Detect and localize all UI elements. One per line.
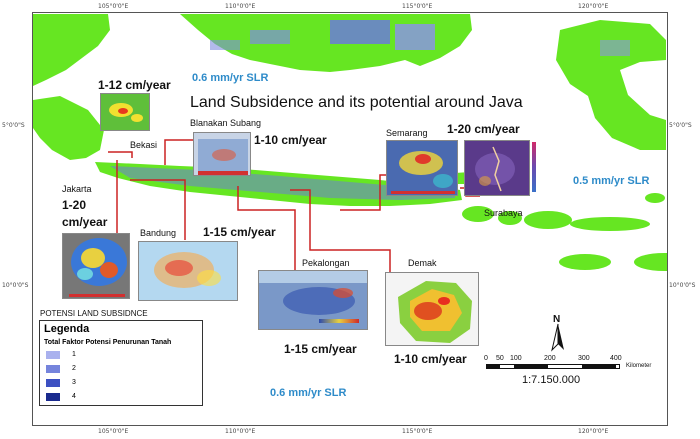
legend-heading: POTENSI LAND SUBSIDNCE <box>40 309 148 318</box>
scale-tick-100: 100 <box>510 355 522 362</box>
scale-tick-200: 200 <box>544 355 556 362</box>
bekasi-inset-map <box>100 93 150 131</box>
connector-pekalongan <box>237 186 296 270</box>
connector-bandung <box>130 179 186 240</box>
tick-right-1: 5°0'0"S <box>669 122 692 129</box>
sumatra-landmass <box>33 14 110 86</box>
tick-bottom-2: 110°0'0"E <box>225 428 256 435</box>
kalimantan-risk-4 <box>210 40 240 50</box>
map-title: Land Subsidence and its potential around… <box>190 94 523 111</box>
legend-title: Legenda <box>44 323 90 335</box>
legend-swatch-3 <box>46 379 60 387</box>
scale-tick-300: 300 <box>578 355 590 362</box>
kalimantan-risk-2 <box>395 24 435 50</box>
demak-rate: 1-10 cm/year <box>394 352 467 366</box>
scale-unit: Kilometer <box>626 363 652 369</box>
pekalongan-inset-map <box>258 270 368 330</box>
jakarta-rate-line1: 1-20 <box>62 198 87 212</box>
slr-north-label: 0.6 mm/yr SLR <box>192 72 269 84</box>
jakarta-inset-map <box>62 233 130 299</box>
sumba-island <box>559 254 611 270</box>
legend-label-2: 2 <box>72 365 76 372</box>
north-arrow-icon <box>548 314 568 354</box>
timor-island <box>634 253 667 271</box>
legend-label-4: 4 <box>72 393 76 400</box>
pekalongan-label: Pekalongan <box>302 258 350 268</box>
connector-demak <box>290 189 391 290</box>
blanakan-label: Blanakan Subang <box>190 118 262 128</box>
small-island <box>645 193 665 203</box>
sulawesi-landmass <box>556 20 666 150</box>
connector-blanakan <box>164 139 200 165</box>
north-label: N <box>553 314 561 325</box>
bandung-rate: 1-15 cm/year <box>203 225 276 239</box>
legend: Legenda Total Faktor Potensi Penurunan T… <box>39 320 203 406</box>
slr-south-label: 0.6 mm/yr SLR <box>270 387 347 399</box>
tick-left-2: 10°0'0"S <box>2 282 29 289</box>
legend-swatch-2 <box>46 365 60 373</box>
surabaya-inset-map <box>464 140 530 196</box>
scale-tick-400: 400 <box>610 355 622 362</box>
bandung-label: Bandung <box>140 228 177 238</box>
connector-bekasi <box>108 151 133 158</box>
semarang-inset-map <box>386 140 458 196</box>
tick-top-3: 115°0'0"E <box>402 3 433 10</box>
legend-swatch-4 <box>46 393 60 401</box>
lombok-island <box>498 211 522 225</box>
tick-left-1: 5°0'0"S <box>2 122 25 129</box>
tick-bottom-4: 120°0'0"E <box>578 428 609 435</box>
blanakan-rate: 1-10 cm/year <box>254 133 327 147</box>
scale-ratio: 1:7.150.000 <box>522 374 581 386</box>
legend-label-1: 1 <box>72 351 76 358</box>
blanakan-inset-map <box>193 132 251 176</box>
tick-bottom-1: 105°0'0"E <box>98 428 129 435</box>
tick-top-2: 110°0'0"E <box>225 3 256 10</box>
demak-label: Demak <box>408 258 437 268</box>
slr-east-label: 0.5 mm/yr SLR <box>573 175 650 187</box>
kalimantan-risk-1 <box>330 20 390 44</box>
bali-island <box>462 206 494 222</box>
pekalongan-rate: 1-15 cm/year <box>284 342 357 356</box>
scale-tick-0: 0 <box>484 355 488 362</box>
sumbawa-island <box>524 211 572 229</box>
legend-swatch-1 <box>46 351 60 359</box>
tick-top-1: 105°0'0"E <box>98 3 129 10</box>
legend-label-3: 3 <box>72 379 76 386</box>
scale-tick-50: 50 <box>496 355 504 362</box>
kalimantan-risk-3 <box>250 30 290 44</box>
jakarta-label: Jakarta <box>62 184 92 194</box>
legend-subtitle: Total Faktor Potensi Penurunan Tanah <box>44 339 172 346</box>
tick-bottom-3: 115°0'0"E <box>402 428 433 435</box>
scale-bar <box>486 364 620 369</box>
surabaya-colorbar <box>532 142 536 192</box>
bekasi-rate: 1-12 cm/year <box>98 78 171 92</box>
bandung-inset-map <box>138 241 238 301</box>
bekasi-label: Bekasi <box>130 140 158 150</box>
semarang-rate: 1-20 cm/year <box>447 122 520 136</box>
demak-inset-map <box>385 272 479 346</box>
tick-right-2: 10°0'0"S <box>669 282 696 289</box>
sumatra-south <box>33 96 104 160</box>
flores-island <box>570 217 650 231</box>
jakarta-rate-line2: cm/year <box>62 215 108 229</box>
surabaya-label: Surabaya <box>484 208 523 218</box>
semarang-label: Semarang <box>386 128 428 138</box>
tick-top-4: 120°0'0"E <box>578 3 609 10</box>
sulawesi-risk <box>600 40 630 56</box>
